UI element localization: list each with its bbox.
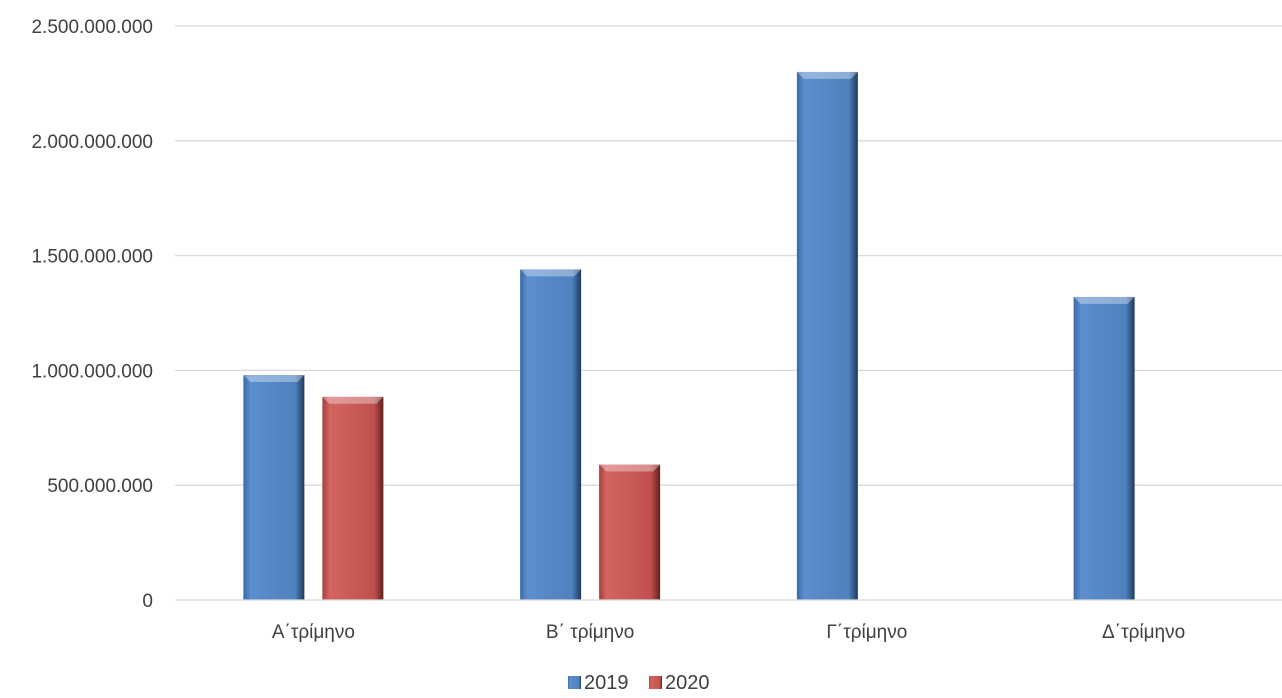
- legend-swatch: [649, 676, 662, 689]
- y-tick-label: 2.500.000.000: [31, 17, 153, 38]
- y-tick-label: 0: [142, 591, 153, 612]
- y-tick-label: 500.000.000: [47, 476, 153, 497]
- bar-2020-1: [322, 396, 384, 600]
- bar-2020-2: [599, 464, 661, 600]
- bars: [243, 71, 1135, 601]
- legend-item-2019: 2019: [568, 672, 629, 694]
- bar-2019-2: [520, 269, 582, 600]
- y-axis-tick-labels: 0 500.000.000 1.000.000.000 1.500.000.000 2.…: [31, 17, 153, 612]
- x-axis-category-labels: Α΄τρίμηνο Β΄ τρίμηνο Γ΄τρίμηνο Δ΄τρίμηνο: [272, 622, 1185, 643]
- legend-item-2020: 2020: [649, 672, 710, 694]
- legend-swatch: [568, 676, 581, 689]
- x-category-label: Γ΄τρίμηνο: [826, 622, 907, 643]
- x-category-label: Β΄ τρίμηνο: [546, 622, 634, 643]
- legend: 2019 2020: [568, 672, 710, 694]
- y-tick-label: 1.000.000.000: [31, 361, 153, 382]
- y-tick-label: 1.500.000.000: [31, 247, 153, 268]
- legend-label: 2020: [665, 672, 710, 693]
- y-tick-label: 2.000.000.000: [31, 132, 153, 153]
- bar-2019-3: [796, 71, 858, 601]
- bar-2019-1: [243, 374, 305, 600]
- bar-2019-4: [1073, 296, 1135, 600]
- x-category-label: Α΄τρίμηνο: [272, 622, 355, 643]
- x-category-label: Δ΄τρίμηνο: [1102, 622, 1185, 643]
- legend-label: 2019: [584, 672, 629, 693]
